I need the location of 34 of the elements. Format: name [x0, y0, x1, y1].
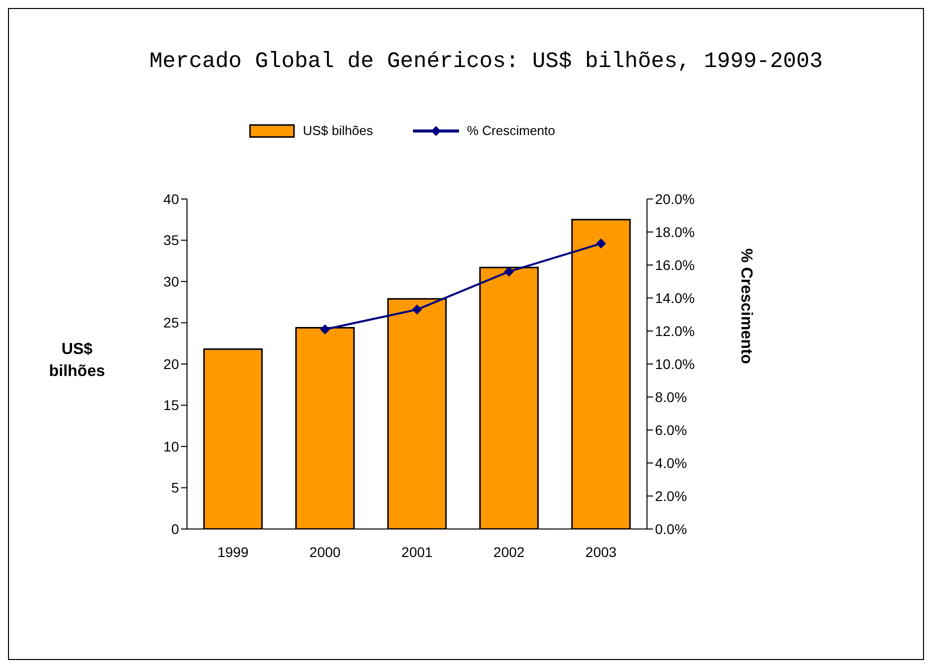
y2-tick-label: 0.0%: [655, 520, 687, 537]
y-tick-label: 0: [171, 520, 180, 537]
y2-tick-label: 20.0%: [655, 190, 695, 207]
y-tick-label: 25: [163, 314, 180, 331]
y-tick-label: 30: [163, 273, 180, 290]
y2-tick-label: 6.0%: [655, 422, 687, 438]
y2-tick-label: 10.0%: [655, 356, 695, 372]
legend-label: US$ bilhões: [302, 123, 373, 138]
y2-tick-label: 14.0%: [655, 290, 695, 306]
legend-label: % Crescimento: [466, 123, 556, 138]
y2-tick-label: 18.0%: [655, 224, 695, 240]
y-axis-title: US$ bilhões: [48, 341, 106, 380]
y-tick-label: 10: [163, 438, 180, 454]
x-tick-label: 2001: [401, 544, 433, 560]
y2-tick-label: 8.0%: [655, 388, 687, 405]
y-tick-label: 15: [163, 397, 180, 414]
y2-tick-label: 16.0%: [655, 256, 695, 273]
y-tick-label: 35: [163, 232, 180, 248]
x-tick-label: 1999: [217, 544, 249, 560]
chart-title: Mercado Global de Genéricos: US$ bilhões, 1999-2003: [148, 49, 824, 74]
y-tick-label: 5: [171, 480, 180, 496]
point: [504, 266, 514, 277]
x-tick-label: 2003: [585, 544, 617, 560]
y-tick-label: 20: [163, 356, 180, 372]
y2-tick-label: 4.0%: [655, 454, 687, 471]
point: [412, 304, 422, 315]
x-tick-label: 2000: [309, 544, 341, 560]
point: [320, 324, 330, 334]
y2-tick-label: 12.0%: [655, 322, 695, 339]
x-tick-label: 2002: [493, 544, 525, 560]
y2-tick-label: 2.0%: [655, 488, 687, 504]
point: [596, 238, 606, 249]
y2-axis-title: % Crescimento: [737, 248, 754, 364]
y-tick-label: 40: [163, 190, 180, 207]
